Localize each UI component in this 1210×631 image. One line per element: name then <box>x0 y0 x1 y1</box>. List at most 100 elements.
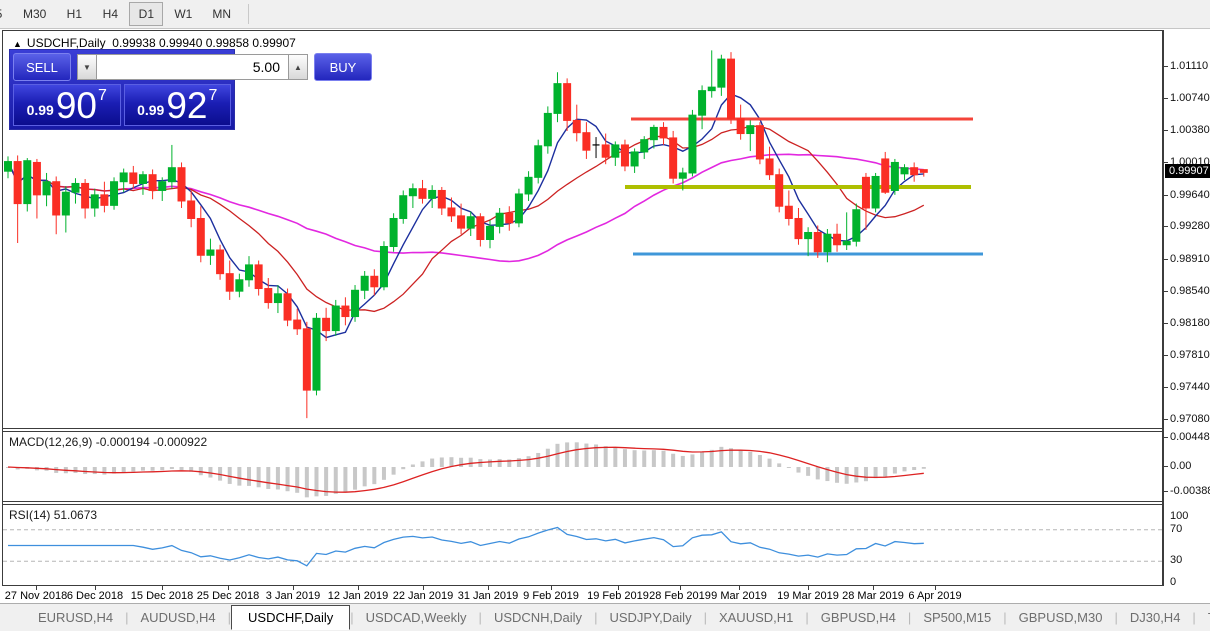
candle-body <box>582 132 591 151</box>
buy-button[interactable]: BUY <box>314 53 372 81</box>
tab-separator: | <box>350 610 354 625</box>
macd-histogram-bar <box>218 467 223 481</box>
macd-histogram-bar <box>353 467 358 490</box>
macd-histogram-bar <box>651 450 656 467</box>
sell-button[interactable]: SELL <box>13 53 71 81</box>
tab-separator: | <box>1114 610 1118 625</box>
candle-body <box>264 288 273 304</box>
tab-eurusd-h4[interactable]: EURUSD,H4 <box>38 610 114 625</box>
price-axis-tick <box>1164 162 1168 164</box>
candle-body <box>601 144 610 158</box>
chevron-down-icon: ▼ <box>83 62 91 72</box>
macd-histogram-bar <box>169 467 174 470</box>
candle-body <box>881 158 890 193</box>
rsi-axis-label: 30 <box>1170 554 1183 567</box>
tab-sp500-m15[interactable]: SP500,M15 <box>923 610 992 625</box>
candle-body <box>833 233 842 246</box>
macd-histogram-bar <box>237 467 242 486</box>
collapse-triangle-icon[interactable]: ▲ <box>13 39 22 49</box>
panel-separator[interactable] <box>3 428 1162 432</box>
candle-body <box>167 167 176 183</box>
candle-body <box>129 172 138 184</box>
candle-body <box>273 293 282 304</box>
macd-histogram-bar <box>266 467 271 489</box>
candle-body <box>466 216 475 229</box>
candle-body <box>447 207 456 217</box>
macd-histogram-bar <box>796 467 801 473</box>
date-axis-label: 19 Feb 2019 <box>587 590 649 602</box>
timeframe-button-d1[interactable]: D1 <box>129 2 164 26</box>
tab-xauusd-h1[interactable]: XAUUSD,H1 <box>718 610 794 625</box>
candle-body <box>90 194 99 209</box>
price-axis-tick <box>1164 66 1168 67</box>
panel-separator[interactable] <box>3 501 1162 505</box>
candle-body <box>486 225 494 241</box>
date-axis-tick <box>293 586 294 590</box>
lot-increase-button[interactable]: ▲ <box>288 54 308 80</box>
tab-usdcad-weekly[interactable]: USDCAD,Weekly <box>365 610 467 625</box>
timeframe-button-m30[interactable]: M30 <box>23 7 47 21</box>
tab-usdchf-daily[interactable]: USDCHF,Daily <box>231 605 351 630</box>
date-axis-tick <box>935 586 936 590</box>
tab-usdjpy-daily[interactable]: USDJPY,Daily <box>609 610 692 625</box>
tab-dj30-h4[interactable]: DJ30,H4 <box>1129 610 1181 625</box>
date-axis-label: 28 Feb 2019 <box>649 590 711 602</box>
macd-histogram-bar <box>227 467 232 484</box>
candle-body <box>775 174 784 207</box>
macd-histogram-bar <box>247 467 251 486</box>
candle-body <box>225 273 234 292</box>
tab-usdcnh-daily[interactable]: USDCNH,Daily <box>493 610 583 625</box>
price-axis-label: 1.00740 <box>1170 92 1210 105</box>
macd-histogram-bar <box>526 456 531 467</box>
candle-body <box>707 86 716 92</box>
candle-body <box>322 317 331 332</box>
price-axis: 0.99907 1.01110 1.00740 1.00380 1.00010 0.99… <box>1163 30 1210 588</box>
candle-body <box>572 119 581 134</box>
tab-audusd-h4[interactable]: AUDUSD,H4 <box>140 610 216 625</box>
macd-chart-canvas[interactable] <box>3 432 1162 501</box>
timeframe-button-h4[interactable]: H4 <box>102 7 119 21</box>
timeframe-button-mn[interactable]: MN <box>212 7 232 21</box>
macd-histogram-bar <box>275 467 280 490</box>
timeframe-button-w1[interactable]: W1 <box>174 7 193 21</box>
candle-body <box>351 289 360 318</box>
macd-histogram-bar <box>497 459 502 467</box>
macd-histogram-bar <box>401 467 406 470</box>
tab-gbpusd-m30[interactable]: GBPUSD,M30 <box>1018 610 1103 625</box>
macd-histogram-bar <box>835 467 840 483</box>
chart-ohlc-values: 0.99938 0.99940 0.99858 0.99907 <box>112 36 296 50</box>
rsi-indicator-panel[interactable]: RSI(14) 51.0673 <box>3 505 1162 585</box>
macd-histogram-bar <box>536 452 541 467</box>
candle-body <box>312 317 321 391</box>
date-axis-tick <box>680 586 681 590</box>
macd-histogram-bar <box>102 467 107 475</box>
tab-tech100-h1[interactable]: TECH100,H1 <box>1196 606 1210 629</box>
candle-body <box>495 212 504 227</box>
macd-histogram-bar <box>73 467 78 473</box>
macd-histogram-bar <box>295 467 300 493</box>
buy-price-button[interactable]: 0.99 92 7 <box>123 84 231 126</box>
candle-body <box>678 172 687 179</box>
candle-body <box>871 175 880 209</box>
macd-histogram-bar <box>622 449 627 467</box>
candle-body <box>717 58 726 88</box>
rsi-chart-canvas[interactable] <box>3 505 1162 585</box>
date-axis-label: 9 Mar 2019 <box>711 590 767 602</box>
macd-histogram-bar <box>488 459 492 467</box>
candlestick-chart-canvas[interactable] <box>3 31 1162 428</box>
macd-histogram-bar <box>574 442 579 467</box>
candle-body <box>736 118 745 135</box>
macd-histogram-bar <box>912 467 917 471</box>
candle-body <box>563 83 572 121</box>
tab-gbpusd-h4[interactable]: GBPUSD,H4 <box>820 610 896 625</box>
sell-price-button[interactable]: 0.99 90 7 <box>13 84 121 126</box>
timeframe-button-5[interactable]: 5 <box>0 2 12 26</box>
candle-body <box>331 305 340 332</box>
lot-size-input[interactable] <box>97 54 288 80</box>
candle-body <box>379 246 388 288</box>
price-chart-panel[interactable]: ▲ USDCHF,Daily 0.99938 0.99940 0.99858 0.… <box>3 31 1162 428</box>
timeframe-button-h1[interactable]: H1 <box>66 7 83 21</box>
macd-histogram-bar <box>584 443 589 467</box>
lot-decrease-button[interactable]: ▼ <box>77 54 97 80</box>
macd-indicator-panel[interactable]: MACD(12,26,9) -0.000194 -0.000922 <box>3 432 1162 501</box>
